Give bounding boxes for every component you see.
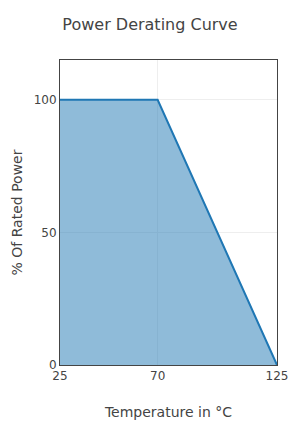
svg-text:% Of Rated Power: % Of Rated Power [9,149,25,275]
svg-text:70: 70 [150,369,165,383]
svg-text:Temperature in °C: Temperature in °C [104,404,232,420]
svg-text:125: 125 [266,369,289,383]
svg-text:0: 0 [49,358,57,372]
svg-text:25: 25 [52,369,67,383]
svg-text:50: 50 [41,226,56,240]
svg-text:Power Derating Curve: Power Derating Curve [62,15,237,34]
svg-text:100: 100 [34,93,57,107]
